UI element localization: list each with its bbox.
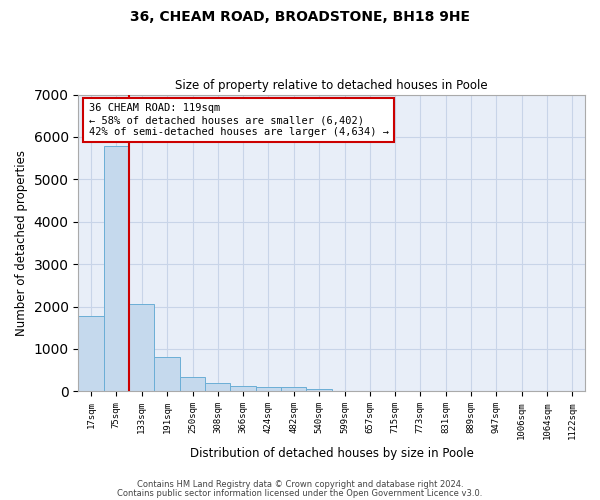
Text: Contains public sector information licensed under the Open Government Licence v3: Contains public sector information licen… [118,488,482,498]
Text: 36, CHEAM ROAD, BROADSTONE, BH18 9HE: 36, CHEAM ROAD, BROADSTONE, BH18 9HE [130,10,470,24]
Bar [205,383,230,392]
Bar [256,386,281,392]
Text: 36 CHEAM ROAD: 119sqm
← 58% of detached houses are smaller (6,402)
42% of semi-d: 36 CHEAM ROAD: 119sqm ← 58% of detached … [89,104,389,136]
X-axis label: Distribution of detached houses by size in Poole: Distribution of detached houses by size … [190,447,473,460]
Bar [281,387,306,392]
Bar [306,389,332,392]
Bar [129,304,154,392]
Title: Size of property relative to detached houses in Poole: Size of property relative to detached ho… [175,79,488,92]
Bar [230,386,256,392]
Bar [104,146,129,392]
Text: Contains HM Land Registry data © Crown copyright and database right 2024.: Contains HM Land Registry data © Crown c… [137,480,463,489]
Bar [180,377,205,392]
Bar [154,356,180,392]
Bar [79,316,104,392]
Y-axis label: Number of detached properties: Number of detached properties [15,150,28,336]
